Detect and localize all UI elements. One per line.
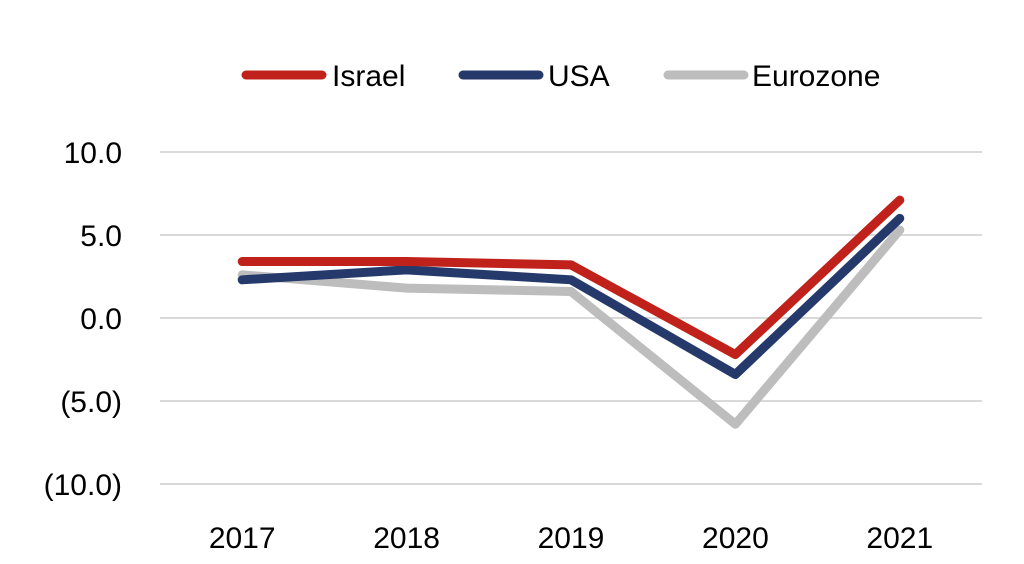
series-line-israel: [237, 195, 905, 360]
x-tick-label: 2017: [209, 522, 276, 555]
x-axis-tick-labels: 2017 2018 2019 2020 2021: [209, 522, 933, 555]
series-lines: [237, 195, 905, 429]
x-tick-label: 2019: [538, 522, 605, 555]
legend-label: Israel: [332, 60, 405, 93]
legend-item-eurozone: Eurozone: [663, 60, 880, 93]
y-tick-label: 5.0: [80, 220, 122, 253]
legend-item-israel: Israel: [241, 60, 405, 93]
series-line-usa: [237, 213, 905, 379]
y-tick-label: 0.0: [80, 303, 122, 336]
x-tick-label: 2018: [373, 522, 440, 555]
series-line-eurozone: [237, 225, 905, 429]
gridlines: [160, 151, 982, 485]
legend-label: Eurozone: [752, 60, 880, 93]
y-axis-tick-labels: 10.0 5.0 0.0 (5.0) (10.0): [44, 137, 122, 502]
y-tick-label: (5.0): [60, 386, 122, 419]
legend: Israel USA Eurozone: [241, 60, 880, 93]
x-tick-label: 2020: [702, 522, 769, 555]
legend-item-usa: USA: [458, 60, 610, 93]
y-tick-label: (10.0): [44, 469, 122, 502]
x-tick-label: 2021: [866, 522, 933, 555]
legend-label: USA: [548, 60, 610, 93]
y-tick-label: 10.0: [64, 137, 122, 170]
